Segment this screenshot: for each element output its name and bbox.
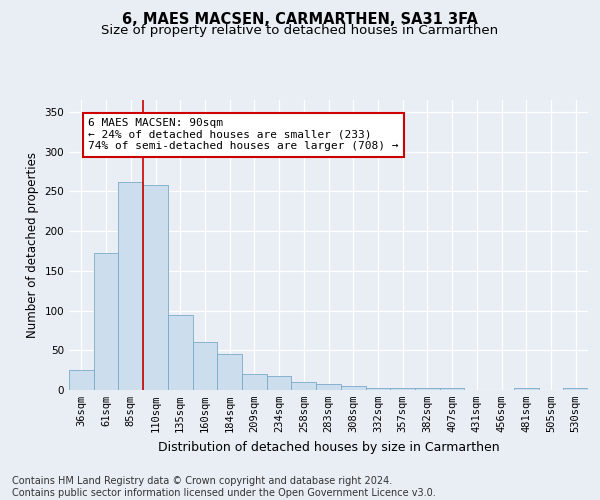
Bar xyxy=(316,384,341,390)
Bar xyxy=(118,182,143,390)
Bar xyxy=(365,388,390,390)
Text: 6 MAES MACSEN: 90sqm
← 24% of detached houses are smaller (233)
74% of semi-deta: 6 MAES MACSEN: 90sqm ← 24% of detached h… xyxy=(88,118,399,152)
Bar xyxy=(390,388,415,390)
Bar xyxy=(143,185,168,390)
Bar xyxy=(341,386,365,390)
Bar xyxy=(217,354,242,390)
Bar xyxy=(168,314,193,390)
Bar xyxy=(69,370,94,390)
Bar xyxy=(415,388,440,390)
Bar xyxy=(514,388,539,390)
Text: Contains HM Land Registry data © Crown copyright and database right 2024.
Contai: Contains HM Land Registry data © Crown c… xyxy=(12,476,436,498)
Text: Size of property relative to detached houses in Carmarthen: Size of property relative to detached ho… xyxy=(101,24,499,37)
Bar xyxy=(193,342,217,390)
Bar xyxy=(242,374,267,390)
X-axis label: Distribution of detached houses by size in Carmarthen: Distribution of detached houses by size … xyxy=(158,440,499,454)
Bar xyxy=(563,388,588,390)
Bar xyxy=(292,382,316,390)
Bar xyxy=(94,254,118,390)
Text: 6, MAES MACSEN, CARMARTHEN, SA31 3FA: 6, MAES MACSEN, CARMARTHEN, SA31 3FA xyxy=(122,12,478,28)
Y-axis label: Number of detached properties: Number of detached properties xyxy=(26,152,39,338)
Bar xyxy=(440,388,464,390)
Bar xyxy=(267,376,292,390)
